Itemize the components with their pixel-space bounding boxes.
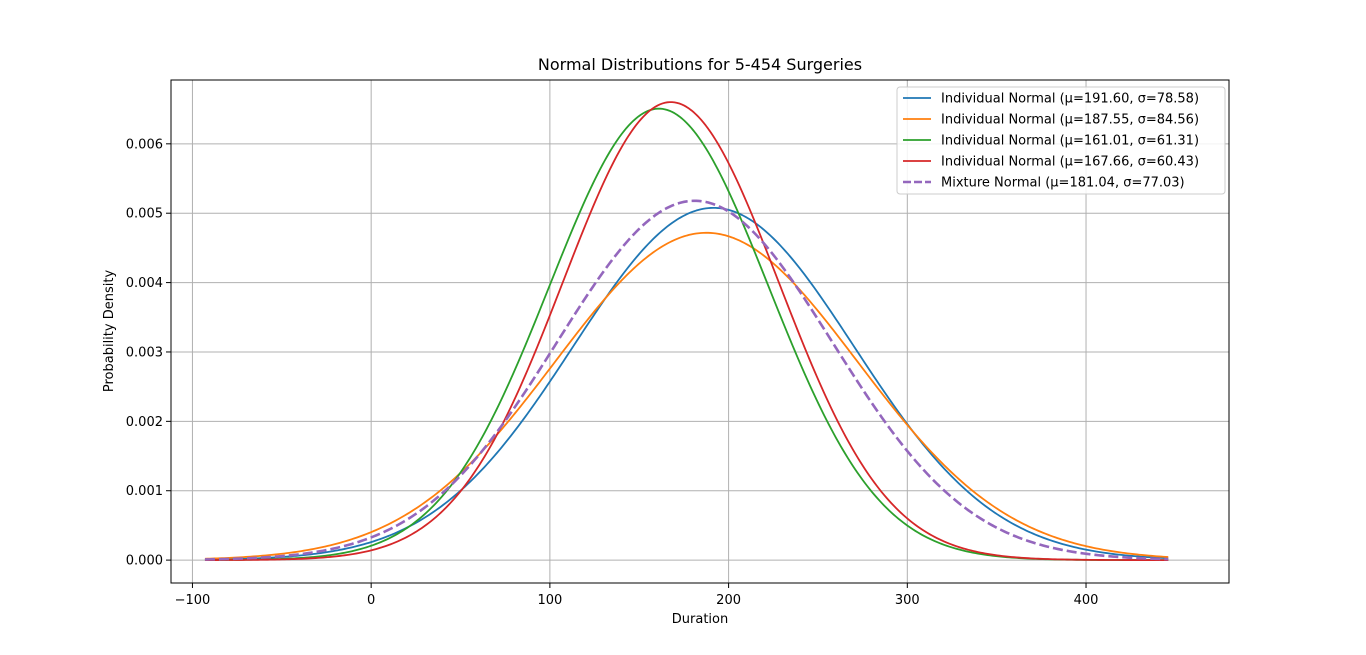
x-tick-label: 0 [367, 593, 375, 608]
y-tick-label: 0.006 [126, 137, 163, 152]
y-tick-label: 0.000 [126, 554, 163, 569]
plot-frame [170, 79, 1230, 584]
legend: Individual Normal (μ=191.60, σ=78.58) Ind… [896, 86, 1226, 195]
series-line-2 [204, 231, 1169, 560]
y-tick-label: 0.003 [126, 345, 163, 360]
series-line-4 [204, 101, 1169, 561]
x-tick-label: 300 [895, 593, 920, 608]
curves [204, 101, 1169, 561]
y-tick-label: 0.001 [126, 484, 163, 499]
y-tick-label: 0.002 [126, 415, 163, 430]
legend-label: Individual Normal (μ=167.66, σ=60.43) [941, 155, 1199, 170]
x-tick-label: 100 [537, 593, 562, 608]
legend-label: Mixture Normal (μ=181.04, σ=77.03) [941, 176, 1185, 191]
series-line-1 [204, 206, 1169, 561]
legend-box [896, 86, 1226, 195]
legend-label: Individual Normal (μ=187.55, σ=84.56) [941, 113, 1199, 128]
x-tick-label: 400 [1074, 593, 1099, 608]
y-tick-label: 0.005 [126, 207, 163, 222]
y-axis-label: Probability Density [102, 270, 117, 393]
chart-title: Normal Distributions for 5-454 Surgeries [538, 55, 862, 74]
x-axis-label: Duration [672, 612, 728, 627]
series-line-5 [204, 199, 1169, 561]
x-tick-label: −100 [175, 593, 211, 608]
y-axis-ticks: 0.000 0.001 0.002 0.003 0.004 0.005 0.006 [126, 137, 171, 569]
x-axis-ticks: −100 0 100 200 300 400 [175, 583, 1099, 608]
legend-label: Individual Normal (μ=161.01, σ=61.31) [941, 134, 1199, 149]
x-tick-label: 200 [716, 593, 741, 608]
y-tick-label: 0.004 [126, 276, 163, 291]
legend-label: Individual Normal (μ=191.60, σ=78.58) [941, 92, 1199, 107]
